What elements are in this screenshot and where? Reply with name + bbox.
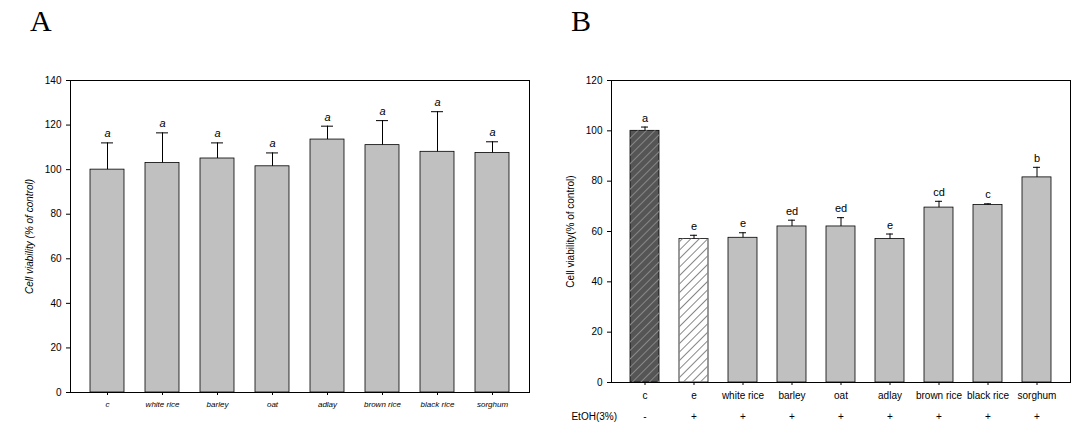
- svg-text:a: a: [379, 105, 385, 117]
- html-text:A: A: [30, 4, 52, 37]
- svg-text:+: +: [985, 411, 991, 422]
- svg-text:100: 100: [45, 164, 62, 175]
- svg-text:a: a: [489, 126, 495, 138]
- svg-text:80: 80: [591, 175, 603, 186]
- svg-text:a: a: [104, 127, 110, 139]
- svg-text:+: +: [838, 411, 844, 422]
- svg-text:Cell viability (% of control): Cell viability (% of control): [24, 179, 35, 294]
- svg-text:100: 100: [586, 125, 603, 136]
- svg-text:+: +: [789, 411, 795, 422]
- svg-text:brown rice: brown rice: [364, 400, 401, 409]
- svg-text:adlay: adlay: [878, 390, 902, 401]
- svg-text:adlay: adlay: [318, 400, 338, 409]
- svg-text:e: e: [691, 390, 697, 401]
- svg-text:+: +: [887, 411, 893, 422]
- svg-text:black rice: black rice: [421, 400, 455, 409]
- svg-text:c: c: [985, 188, 991, 200]
- svg-text:a: a: [214, 127, 220, 139]
- svg-text:a: a: [269, 137, 275, 149]
- svg-text:a: a: [324, 111, 330, 123]
- svg-text:sorghum: sorghum: [1018, 390, 1057, 401]
- svg-text:+: +: [936, 411, 942, 422]
- svg-text:+: +: [740, 411, 746, 422]
- svg-text:barley: barley: [207, 400, 230, 409]
- svg-text:+: +: [1034, 411, 1040, 422]
- svg-text:barley: barley: [778, 390, 805, 401]
- svg-text:40: 40: [50, 298, 62, 309]
- svg-text:40: 40: [591, 276, 603, 287]
- svg-text:brown rice: brown rice: [916, 390, 963, 401]
- svg-text:e: e: [887, 219, 893, 231]
- svg-text:0: 0: [56, 387, 62, 398]
- svg-text:c: c: [106, 400, 110, 409]
- svg-text:+: +: [691, 411, 697, 422]
- svg-text:120: 120: [586, 75, 603, 86]
- svg-text:black rice: black rice: [967, 390, 1010, 401]
- svg-text:e: e: [740, 217, 746, 229]
- svg-text:b: b: [1034, 152, 1040, 164]
- svg-text:oat: oat: [834, 390, 848, 401]
- svg-text:c: c: [643, 390, 648, 401]
- svg-text:60: 60: [50, 253, 62, 264]
- svg-text:EtOH(3%): EtOH(3%): [571, 411, 617, 422]
- svg-text:oat: oat: [267, 400, 279, 409]
- svg-text:20: 20: [50, 342, 62, 353]
- svg-text:sorghum: sorghum: [477, 400, 508, 409]
- svg-text:a: a: [159, 117, 165, 129]
- svg-text:20: 20: [591, 326, 603, 337]
- svg-text:ed: ed: [835, 202, 847, 214]
- svg-text:white rice: white rice: [146, 400, 180, 409]
- svg-text:60: 60: [591, 226, 603, 237]
- svg-text:0: 0: [597, 377, 603, 388]
- svg-text:cd: cd: [933, 186, 945, 198]
- svg-text:120: 120: [45, 119, 62, 130]
- svg-text:140: 140: [45, 75, 62, 86]
- svg-text:Cell viability(% of control): Cell viability(% of control): [565, 175, 576, 287]
- svg-text:e: e: [691, 220, 697, 232]
- svg-text:-: -: [643, 411, 646, 422]
- svg-text:a: a: [434, 96, 440, 108]
- svg-text:a: a: [642, 112, 649, 124]
- svg-text:80: 80: [50, 208, 62, 219]
- html-text:B: B: [571, 4, 591, 37]
- svg-text:white rice: white rice: [721, 390, 765, 401]
- svg-text:ed: ed: [786, 205, 798, 217]
